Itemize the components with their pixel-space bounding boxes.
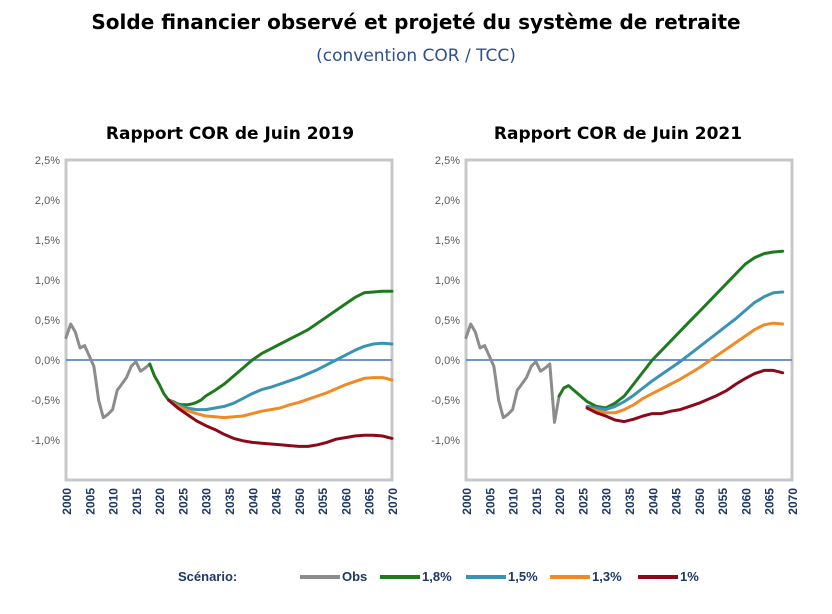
chart-left-title: Rapport COR de Juin 2019 [105, 124, 355, 144]
chart-left-series-15 [167, 341, 394, 412]
chart-left-x-tick-label: 2070 [386, 488, 400, 515]
chart-left-y-tick-label: 0,5% [35, 315, 60, 327]
chart-right-series-1 [585, 368, 785, 424]
chart-left-x-tick-label: 2010 [107, 488, 121, 515]
page-title: Solde financier observé et projeté du sy… [91, 10, 741, 34]
chart-right-series-18 [557, 249, 785, 410]
chart-right-x-tick-label: 2000 [460, 488, 474, 515]
chart-left-x-tick-label: 2035 [223, 488, 237, 515]
chart-left-x-tick-label: 2030 [200, 488, 214, 515]
chart-left-x-tick-label: 2045 [270, 488, 284, 515]
chart-left-x-tick-label: 2040 [246, 488, 260, 515]
chart-right-x-tick-label: 2015 [530, 488, 544, 515]
chart-left-y-tick-label: 1,0% [35, 275, 60, 287]
chart-left-y-tick-label: -1,0% [31, 435, 60, 447]
chart-left-y-tick-label: 0,0% [35, 355, 60, 367]
legend-title: Scénario: [178, 569, 237, 584]
chart-right-x-tick-label: 2060 [739, 488, 753, 515]
chart-right-x-tick-label: 2065 [763, 488, 777, 515]
legend-label: 1,8% [422, 569, 452, 584]
chart-right-x-tick-label: 2070 [786, 488, 800, 515]
chart-right-y-tick-label: 0,0% [435, 355, 460, 367]
chart-right-y-tick-label: 1,0% [435, 275, 460, 287]
chart-left-x-tick-label: 2025 [176, 488, 190, 515]
chart-right-x-tick-label: 2055 [716, 488, 730, 515]
chart-right-series-15 [585, 290, 785, 412]
chart-right-x-tick-label: 2035 [623, 488, 637, 515]
chart-right-x-tick-label: 2010 [507, 488, 521, 515]
chart-right-series-Obs [464, 322, 561, 424]
chart-right-plot-frame [464, 158, 794, 482]
chart-right-series-13 [585, 321, 785, 415]
chart-left-x-tick-label: 2020 [153, 488, 167, 515]
chart-left-x-tick-label: 2065 [363, 488, 377, 515]
chart-right-x-tick-label: 2020 [553, 488, 567, 515]
chart-left-x-tick-label: 2055 [316, 488, 330, 515]
legend-label: Obs [342, 569, 367, 584]
chart-left-y-tick-label: 1,5% [35, 235, 60, 247]
legend-label: 1,5% [508, 569, 538, 584]
chart-left: 2,5% 2,0% 1,5% 1,0% 0,5% 0,0% -0,5% -1,0% 2000 20… [31, 155, 400, 515]
chart-left-series-13 [167, 376, 394, 420]
chart-left-x-tick-label: 2060 [339, 488, 353, 515]
chart-left-y-tick-label: -0,5% [31, 395, 60, 407]
page-subtitle: (convention COR / TCC) [316, 46, 516, 66]
chart-left-series-1 [167, 398, 394, 448]
legend-label: 1,3% [592, 569, 622, 584]
chart-right-y-tick-label: 0,5% [435, 315, 460, 327]
chart-right-y-tick-label: -0,5% [431, 395, 460, 407]
chart-left-series-Obs [64, 322, 152, 420]
chart-right-title: Rapport COR de Juin 2021 [493, 124, 743, 144]
chart-left-x-tick-label: 2015 [130, 488, 144, 515]
chart-right-y-tick-label: 2,5% [435, 155, 460, 167]
chart-right-x-tick-label: 2045 [670, 488, 684, 515]
chart-right-x-tick-label: 2040 [646, 488, 660, 515]
chart-left-x-tick-label: 2005 [83, 488, 97, 515]
chart-right-x-tick-label: 2005 [483, 488, 497, 515]
legend: Scénario: Obs 1,8% 1,5% 1,3% 1% [178, 569, 699, 584]
chart-right-x-tick-label: 2050 [693, 488, 707, 515]
chart-right: 2,5% 2,0% 1,5% 1,0% 0,5% 0,0% -0,5% -1,0% 2000 20… [431, 155, 800, 515]
chart-left-plot-frame [64, 158, 394, 482]
chart-left-y-tick-label: 2,0% [35, 195, 60, 207]
chart-left-x-tick-label: 2050 [293, 488, 307, 515]
chart-left-x-tick-label: 2000 [60, 488, 74, 515]
chart-right-y-tick-label: -1,0% [431, 435, 460, 447]
chart-left-y-tick-label: 2,5% [35, 155, 60, 167]
chart-right-y-tick-label: 2,0% [435, 195, 460, 207]
legend-label: 1% [680, 569, 699, 584]
chart-right-x-tick-label: 2030 [600, 488, 614, 515]
chart-right-y-tick-label: 1,5% [435, 235, 460, 247]
chart-right-x-tick-label: 2025 [576, 488, 590, 515]
